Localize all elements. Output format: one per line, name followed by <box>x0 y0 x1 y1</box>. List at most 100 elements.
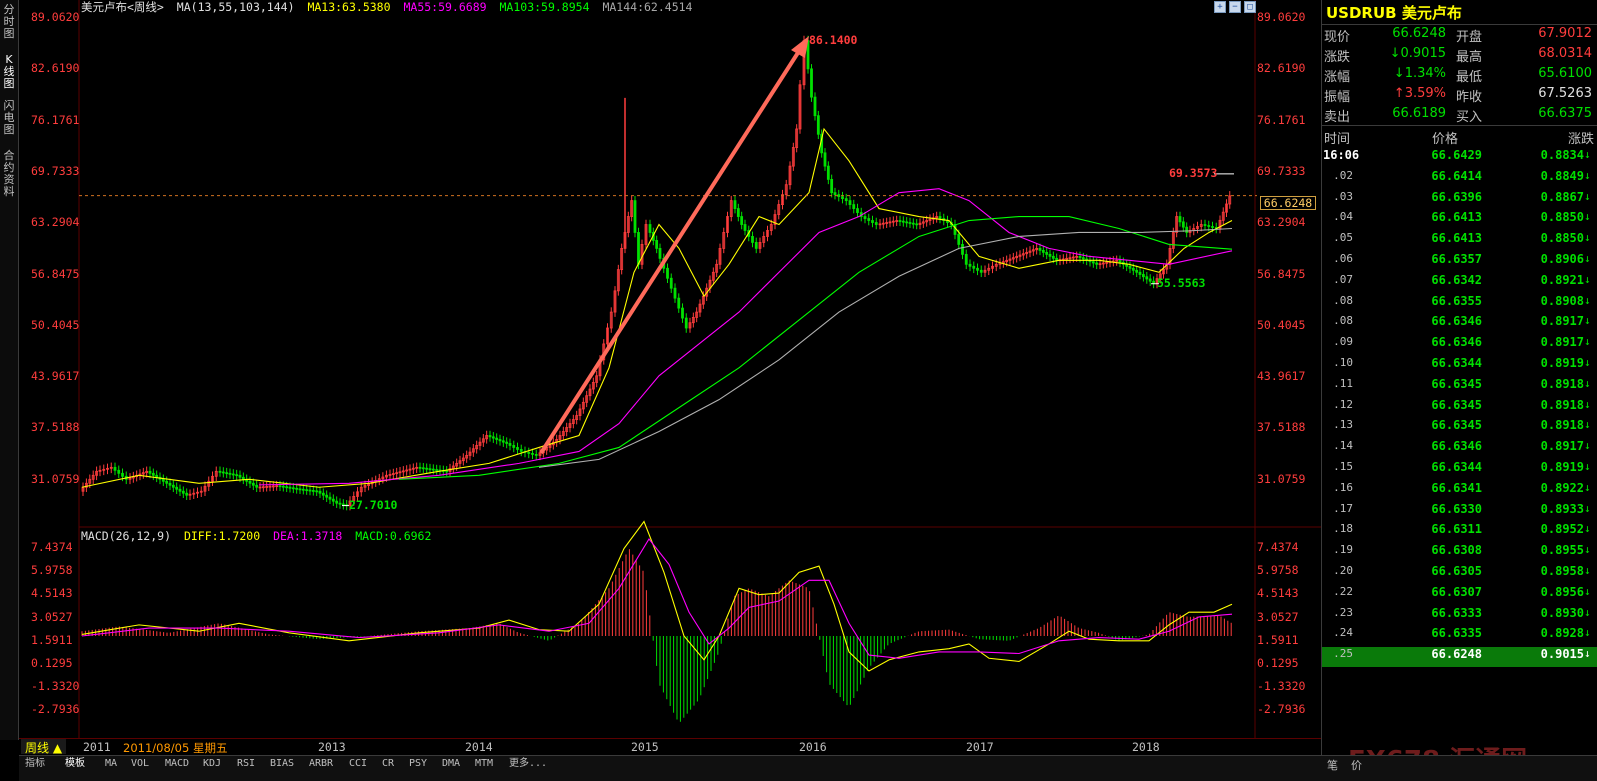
tab-cr[interactable]: CR <box>382 758 395 769</box>
tab-rsi[interactable]: RSI <box>237 758 256 769</box>
tab-cci[interactable]: CCI <box>349 758 368 769</box>
tick-row[interactable]: .07 66.6342 0.8921 ↓ <box>1322 273 1597 293</box>
tick-change: 0.8917 <box>1540 335 1584 350</box>
tab-template[interactable]: 模板 <box>65 758 85 769</box>
zoom-out-icon[interactable]: − <box>1229 1 1241 13</box>
left-tab-strip: 分时图 K线图 闪电图 合约资料 <box>0 0 19 740</box>
ticks-header-price: 价格 <box>1432 132 1459 147</box>
tick-row[interactable]: .14 66.6346 0.8917 ↓ <box>1322 439 1597 459</box>
macd-tick-label: 5.9758 <box>1257 563 1299 578</box>
candle-body <box>585 395 589 403</box>
candle-body <box>669 277 673 289</box>
candle-body <box>468 451 472 456</box>
tick-row[interactable]: .17 66.6330 0.8933 ↓ <box>1322 502 1597 522</box>
candle-body <box>278 485 282 488</box>
candle-body <box>1011 257 1015 260</box>
candle-body <box>751 236 754 243</box>
tick-row[interactable]: .11 66.6345 0.8918 ↓ <box>1322 377 1597 397</box>
chart-area[interactable]: 美元卢布<周线> MA(13,55,103,144) MA13:63.5380 … <box>19 0 1321 760</box>
candle-body <box>401 470 405 473</box>
tab-timeshare[interactable]: 分时图 <box>3 3 15 40</box>
down-arrow-icon: ↓ <box>1584 293 1591 307</box>
tab-indicator[interactable]: 指标 <box>25 758 45 769</box>
tab-bias[interactable]: BIAS <box>270 758 295 769</box>
candle-body <box>1118 259 1122 263</box>
quote-key: 最低 <box>1456 70 1483 85</box>
candle-body <box>298 488 302 491</box>
tick-row[interactable]: .02 66.6414 0.8849 ↓ <box>1322 169 1597 189</box>
tab-macd[interactable]: MACD <box>165 758 190 769</box>
tab-vol[interactable]: VOL <box>131 758 150 769</box>
candle-body <box>431 468 435 471</box>
tick-price: 66.6413 <box>1431 210 1482 225</box>
candle-body <box>1135 269 1139 273</box>
tick-time: .03 <box>1333 189 1353 203</box>
tick-row[interactable]: .13 66.6345 0.8918 ↓ <box>1322 418 1597 438</box>
tab-contract-info[interactable]: 合约资料 <box>3 149 15 198</box>
tab-ma[interactable]: MA <box>105 758 118 769</box>
candle-body <box>1115 259 1119 262</box>
candle-body <box>478 441 482 446</box>
restore-icon[interactable]: □ <box>1244 1 1256 13</box>
tab-psy[interactable]: PSY <box>409 758 428 769</box>
candle-body <box>113 466 117 471</box>
candle-body <box>976 267 979 271</box>
macd-tick-label: -1.3320 <box>31 679 80 694</box>
tick-row[interactable]: .25 66.6248 0.9015 ↓ <box>1322 647 1597 668</box>
tab-kdj[interactable]: KDJ <box>203 758 222 769</box>
tick-row[interactable]: .06 66.6357 0.8906 ↓ <box>1322 252 1597 272</box>
down-arrow-icon: ↓ <box>1584 314 1591 328</box>
tick-row[interactable]: .09 66.6346 0.8917 ↓ <box>1322 335 1597 355</box>
candle-body <box>211 475 214 482</box>
tick-row[interactable]: .20 66.6305 0.8958 ↓ <box>1322 564 1597 584</box>
macd-tick-label: -2.7936 <box>31 702 80 717</box>
price-tick-label: 63.2904 <box>31 215 80 230</box>
tick-row[interactable]: .08 66.6346 0.8917 ↓ <box>1322 314 1597 334</box>
footer-tab-2[interactable]: 价 <box>1351 759 1362 772</box>
zoom-in-icon[interactable]: + <box>1214 1 1226 13</box>
tab-kline[interactable]: K线图 <box>3 53 15 90</box>
down-arrow-icon: ↓ <box>1584 252 1591 265</box>
tick-row[interactable]: .18 66.6311 0.8952 ↓ <box>1322 522 1597 542</box>
tab-flash-chart[interactable]: 闪电图 <box>3 99 15 136</box>
tick-row[interactable]: 16:06 66.6429 0.8834 ↓ <box>1322 148 1597 168</box>
tick-row[interactable]: .12 66.6345 0.8918 ↓ <box>1322 398 1597 418</box>
tick-row[interactable]: .04 66.6413 0.8850 ↓ <box>1322 210 1597 230</box>
candle-body <box>1171 232 1175 249</box>
tab-more[interactable]: 更多... <box>509 758 548 769</box>
candle-body <box>331 498 335 502</box>
kline-chart[interactable] <box>19 0 1321 738</box>
candle-body <box>1015 255 1019 259</box>
tick-row[interactable]: .15 66.6344 0.8919 ↓ <box>1322 460 1597 480</box>
tick-time: .02 <box>1333 168 1353 182</box>
tick-row[interactable]: .05 66.6413 0.8850 ↓ <box>1322 231 1597 251</box>
candle-body <box>325 494 329 498</box>
tick-time: .25 <box>1333 647 1353 661</box>
candle-body <box>1001 261 1005 264</box>
quote-value: ↑3.59% <box>1393 86 1446 101</box>
tick-change: 0.8918 <box>1540 397 1584 412</box>
macd-tick-label: 4.5143 <box>1257 586 1299 601</box>
tick-row[interactable]: .08 66.6355 0.8908 ↓ <box>1322 294 1597 314</box>
tab-dma[interactable]: DMA <box>442 758 461 769</box>
tick-row[interactable]: .10 66.6344 0.8919 ↓ <box>1322 356 1597 376</box>
tick-row[interactable]: .22 66.6307 0.8956 ↓ <box>1322 585 1597 605</box>
tab-arbr[interactable]: ARBR <box>309 758 334 769</box>
tick-row[interactable]: .16 66.6341 0.8922 ↓ <box>1322 481 1597 501</box>
candle-body <box>175 486 179 490</box>
tick-change: 0.8906 <box>1540 252 1584 266</box>
tab-mtm[interactable]: MTM <box>475 758 494 769</box>
price-tick-label: 82.6190 <box>31 61 80 76</box>
x-tick: 2015 <box>631 740 659 754</box>
quote-value: 67.9012 <box>1538 26 1592 41</box>
tick-row[interactable]: .03 66.6396 0.8867 ↓ <box>1322 190 1597 210</box>
period-selector-button[interactable]: 周线 ▲ <box>21 739 67 755</box>
tick-row[interactable]: .23 66.6333 0.8930 ↓ <box>1322 606 1597 626</box>
price-tick-label: 63.2904 <box>1257 215 1306 230</box>
tick-row[interactable]: .19 66.6308 0.8955 ↓ <box>1322 543 1597 563</box>
quote-row: 卖出 66.6189 买入 66.6375 <box>1322 106 1597 126</box>
footer-tab-1[interactable]: 笔 <box>1327 759 1338 772</box>
candle-body <box>1091 261 1095 264</box>
candle-body <box>1138 271 1142 275</box>
tick-row[interactable]: .24 66.6335 0.8928 ↓ <box>1322 626 1597 646</box>
